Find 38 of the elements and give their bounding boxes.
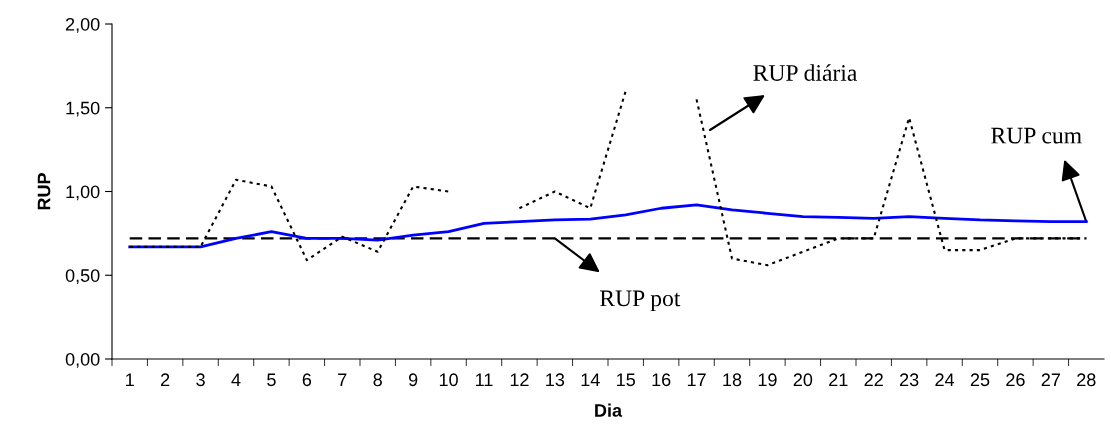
x-tick-label: 5 <box>267 373 276 387</box>
y-tick-label: 1,00 <box>66 185 100 201</box>
x-tick-label: 10 <box>439 373 458 387</box>
x-tick-label: 14 <box>581 373 600 386</box>
x-axis-title: Dia <box>595 403 623 417</box>
x-tick-label: 23 <box>900 373 919 387</box>
x-tick-label: 25 <box>970 373 990 387</box>
x-tick-label: 11 <box>476 373 493 386</box>
x-tick-label: 26 <box>1006 373 1025 387</box>
x-tick-label: 15 <box>617 373 635 387</box>
annotation: RUP pot <box>599 290 681 312</box>
x-tick-label: 16 <box>652 373 671 387</box>
x-tick-label: 28 <box>1077 373 1096 387</box>
y-tick-label: 0,50 <box>65 269 100 285</box>
x-tick-label: 3 <box>196 373 205 387</box>
x-tick-label: 1 <box>126 373 134 386</box>
annotation: RUP cum <box>991 127 1082 144</box>
x-tick-label: 27 <box>1041 373 1060 386</box>
x-tick-label: 18 <box>723 373 742 387</box>
y-axis-title: RUP <box>37 173 51 210</box>
annotation: RUP diária <box>753 64 858 81</box>
x-tick-label: 8 <box>373 373 382 387</box>
x-tick-label: 4 <box>231 373 241 386</box>
x-tick-label: 13 <box>546 373 565 387</box>
y-tick-label: 2,00 <box>65 17 100 33</box>
x-tick-label: 22 <box>864 373 883 386</box>
x-tick-label: 2 <box>161 373 170 386</box>
x-tick-label: 19 <box>758 373 777 387</box>
x-tick-label: 7 <box>338 373 347 386</box>
x-tick-label: 21 <box>829 373 848 386</box>
x-tick-label: 9 <box>408 373 418 387</box>
x-tick-label: 20 <box>793 373 813 387</box>
y-tick-label: 1,50 <box>66 101 100 117</box>
x-tick-label: 24 <box>935 373 955 386</box>
x-tick-label: 6 <box>302 373 312 387</box>
x-tick-label: 17 <box>687 373 706 386</box>
y-tick-label: 0,00 <box>65 352 100 368</box>
x-tick-label: 12 <box>510 373 529 386</box>
